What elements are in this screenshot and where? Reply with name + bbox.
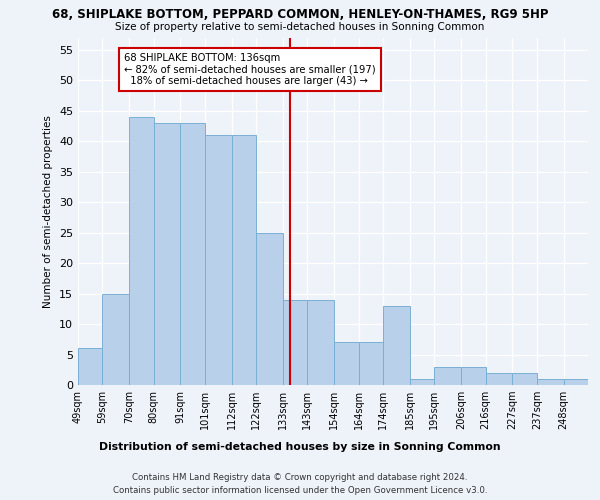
Bar [307, 300, 334, 385]
Bar [563, 379, 588, 385]
Bar [410, 379, 434, 385]
Bar [383, 306, 410, 385]
Text: 68, SHIPLAKE BOTTOM, PEPPARD COMMON, HENLEY-ON-THAMES, RG9 5HP: 68, SHIPLAKE BOTTOM, PEPPARD COMMON, HEN… [52, 8, 548, 20]
Text: Contains public sector information licensed under the Open Government Licence v3: Contains public sector information licen… [113, 486, 487, 495]
Bar [181, 123, 205, 385]
Bar [485, 373, 512, 385]
Bar [359, 342, 383, 385]
Bar [537, 379, 563, 385]
Bar [232, 135, 256, 385]
Bar [283, 300, 307, 385]
Bar [129, 117, 154, 385]
Bar [461, 366, 485, 385]
Bar [205, 135, 232, 385]
Bar [78, 348, 103, 385]
Y-axis label: Number of semi-detached properties: Number of semi-detached properties [43, 115, 53, 308]
Bar [512, 373, 537, 385]
Bar [434, 366, 461, 385]
Text: Size of property relative to semi-detached houses in Sonning Common: Size of property relative to semi-detach… [115, 22, 485, 32]
Bar [103, 294, 129, 385]
Bar [334, 342, 359, 385]
Bar [256, 232, 283, 385]
Text: Distribution of semi-detached houses by size in Sonning Common: Distribution of semi-detached houses by … [99, 442, 501, 452]
Text: 68 SHIPLAKE BOTTOM: 136sqm
← 82% of semi-detached houses are smaller (197)
  18%: 68 SHIPLAKE BOTTOM: 136sqm ← 82% of semi… [124, 52, 376, 86]
Text: Contains HM Land Registry data © Crown copyright and database right 2024.: Contains HM Land Registry data © Crown c… [132, 472, 468, 482]
Bar [154, 123, 181, 385]
